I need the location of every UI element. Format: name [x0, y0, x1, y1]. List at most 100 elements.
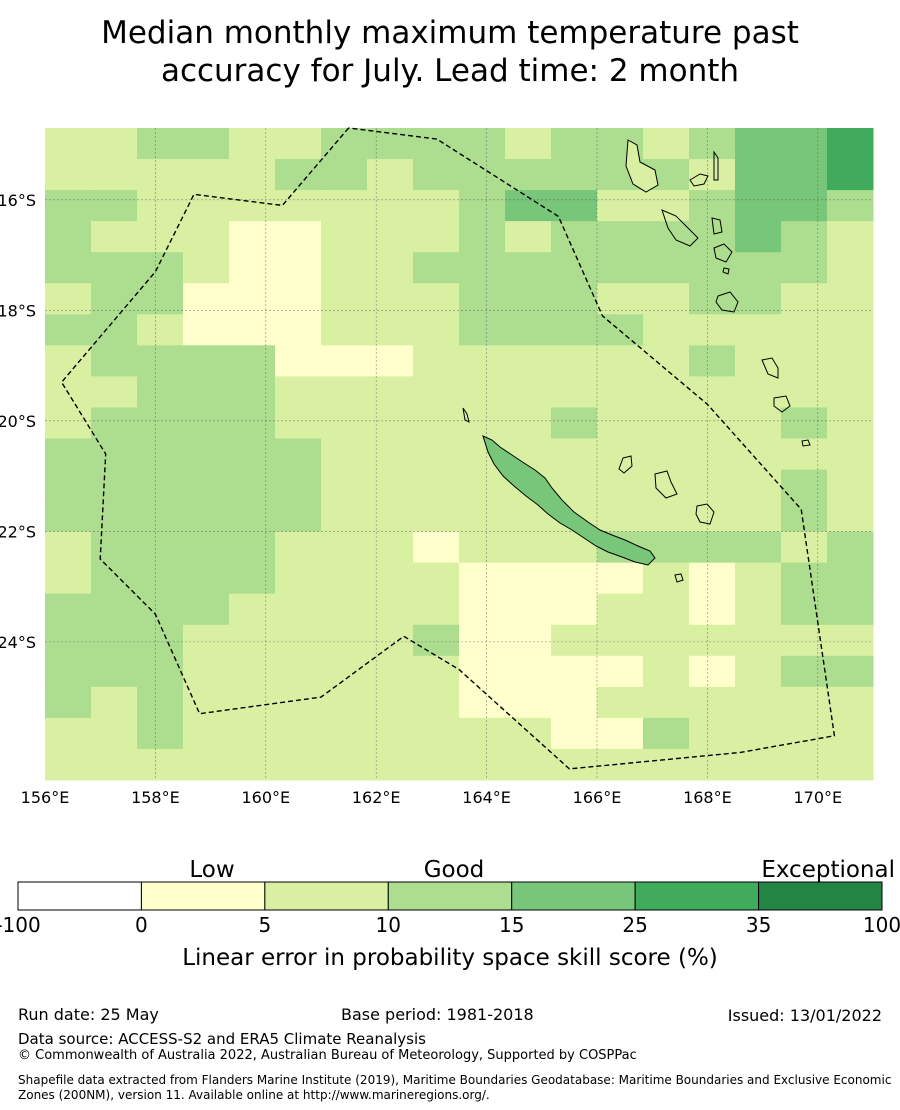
map-cell [413, 283, 460, 315]
longitude-label: 164°E [462, 788, 511, 807]
map-cell [505, 748, 552, 781]
map-cell [183, 252, 230, 284]
map-cell [505, 407, 552, 439]
map-cell [229, 345, 276, 377]
map-cell [505, 531, 552, 564]
map-cell [275, 252, 322, 284]
map-cell [321, 159, 368, 191]
map-cell [689, 686, 736, 719]
aneityum-island [773, 395, 791, 413]
map-cell [137, 500, 184, 533]
map-cell [551, 128, 598, 160]
map-cell [597, 655, 644, 688]
map-cell [275, 624, 322, 657]
map-cell [137, 717, 184, 750]
map-cell [551, 221, 598, 253]
map-cell [597, 469, 644, 502]
map-cell [413, 128, 460, 160]
map-cell [781, 531, 828, 564]
map-cell [183, 407, 230, 439]
map-cell [367, 748, 414, 781]
map-cell [735, 314, 782, 346]
vanuatu-islet [722, 267, 730, 275]
map-cell [137, 128, 184, 160]
map-cell [551, 407, 598, 439]
legend-swatch [758, 881, 883, 911]
map-cell [367, 190, 414, 222]
map-cell [735, 686, 782, 719]
map-cell [781, 686, 828, 719]
map-cell [505, 159, 552, 191]
map-cell [689, 655, 736, 688]
map-cell [321, 500, 368, 533]
map-cell [45, 531, 92, 564]
map-cell [827, 345, 874, 377]
legend-swatch [634, 881, 760, 911]
map-cell [781, 655, 828, 688]
map-cell [275, 283, 322, 315]
map-cell [597, 376, 644, 408]
map-cell [459, 190, 506, 222]
map-cell [505, 283, 552, 315]
map-cell [367, 655, 414, 688]
shapefile-credit-line-1: Shapefile data extracted from Flanders M… [18, 1073, 892, 1087]
map-cell [505, 686, 552, 719]
legend-swatch [264, 881, 389, 911]
map-cell [827, 593, 874, 626]
tanna-island [761, 357, 779, 379]
map-cell [45, 562, 92, 595]
map-cell [229, 593, 276, 626]
map-cell [413, 252, 460, 284]
map-cell [367, 159, 414, 191]
map-cell [183, 314, 230, 346]
map-cell [597, 717, 644, 750]
map-cell [643, 717, 690, 750]
legend-title: Linear error in probability space skill … [182, 945, 718, 971]
new-caledonia-island [482, 435, 656, 566]
malekula-island [661, 209, 699, 247]
legend-tick-label: 100 [863, 913, 900, 937]
legend-tick-label: -100 [0, 913, 41, 937]
map-cell [367, 717, 414, 750]
map-cell [643, 562, 690, 595]
map-cell [367, 469, 414, 502]
map-cell [643, 655, 690, 688]
map-cell [275, 407, 322, 439]
map-cell [689, 469, 736, 502]
map-cell [459, 593, 506, 626]
erromango-island [715, 291, 739, 313]
map-cell [91, 593, 138, 626]
map-cell [367, 314, 414, 346]
map-cell [137, 283, 184, 315]
map-cell [735, 562, 782, 595]
isle-of-pines [674, 573, 684, 583]
map-cell [505, 624, 552, 657]
map-cell [367, 283, 414, 315]
map-cell [91, 128, 138, 160]
map-cell [413, 159, 460, 191]
map-cell [45, 128, 92, 160]
map-cell [551, 345, 598, 377]
map-cell [643, 252, 690, 284]
map-cell [689, 717, 736, 750]
map-cell [597, 686, 644, 719]
map-cell [183, 717, 230, 750]
map-cell [459, 314, 506, 346]
map-cell [413, 562, 460, 595]
map-cell [137, 438, 184, 471]
map-cell [735, 717, 782, 750]
map-cell [459, 748, 506, 781]
map-cell [137, 314, 184, 346]
map-cell [551, 190, 598, 222]
map-cell [781, 283, 828, 315]
map-cell [413, 748, 460, 781]
efate-island [713, 243, 733, 263]
vanuatu-islet [711, 217, 723, 235]
map-cell [321, 407, 368, 439]
map-cell [321, 376, 368, 408]
map-cell [229, 407, 276, 439]
map-cell [91, 252, 138, 284]
map-cell [183, 345, 230, 377]
map-cell [551, 438, 598, 471]
map-cell [551, 159, 598, 191]
